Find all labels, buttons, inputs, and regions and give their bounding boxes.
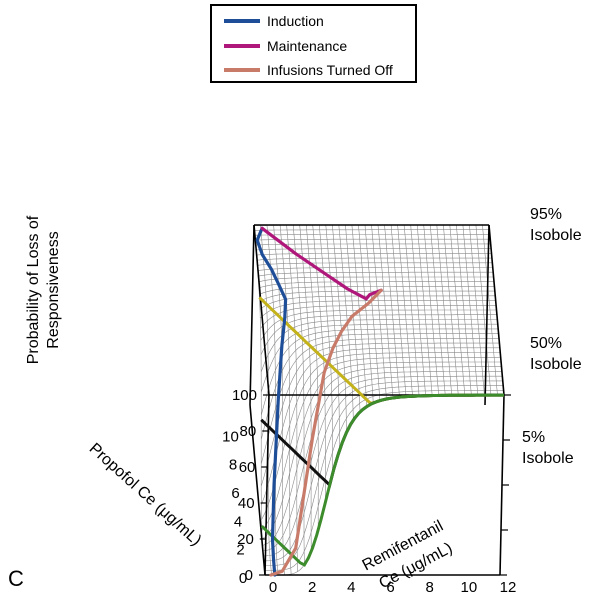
surface-mesh-line <box>257 262 493 266</box>
surface-mesh-line <box>254 229 490 231</box>
z-tick-label: 100 <box>232 387 257 404</box>
isobole-line-50 <box>260 393 504 488</box>
surface-mesh-line <box>358 224 374 404</box>
z-tick-label: 20 <box>237 531 254 548</box>
panel-label: C <box>8 566 24 591</box>
surface-mesh-line <box>256 257 492 261</box>
isobole-lines <box>258 296 504 567</box>
surface-mesh-line <box>256 248 492 251</box>
surface-mesh-line <box>261 356 501 531</box>
legend-label-induction: Induction <box>267 13 324 29</box>
surface-mesh-line <box>319 225 333 474</box>
z-axis-title-line-2: Responsiveness <box>45 231 62 348</box>
surface-mesh-line <box>377 224 394 398</box>
surface-mesh-line <box>260 300 496 319</box>
surface-mesh-line <box>260 333 499 440</box>
surface-mesh-line <box>254 234 490 236</box>
x-tick-label: 4 <box>347 579 355 594</box>
y-tick-label: 2 <box>236 542 244 559</box>
z-tick-label: 80 <box>240 423 257 440</box>
axis-box-edge <box>488 224 505 396</box>
surface-mesh-line <box>260 314 497 355</box>
surface-mesh-line <box>261 347 500 506</box>
y-tick-label: 0 <box>239 570 247 587</box>
x-tick-label: 6 <box>386 579 394 594</box>
surface-mesh-line <box>257 267 493 271</box>
surface-mesh-line <box>258 281 494 289</box>
x-tick-label: 10 <box>460 579 477 594</box>
surface-mesh-line <box>259 295 496 310</box>
legend: Induction Maintenance Infusions Turned O… <box>210 4 417 83</box>
surface-mesh-line <box>263 380 503 562</box>
surface-mesh-line <box>260 309 497 341</box>
surface-mesh-line <box>262 366 502 546</box>
trajectory-infusions-turned-off <box>269 288 383 577</box>
x-tick-label: 2 <box>308 579 316 594</box>
axis-box-edge <box>253 224 270 396</box>
surface-mesh-line <box>259 286 495 295</box>
surface-mesh-line <box>264 390 504 571</box>
trajectories <box>255 226 383 577</box>
surface-mesh-line <box>255 243 491 246</box>
isobole-50-label-line-1: 50% <box>530 335 562 352</box>
z-axis-title-line-1: Probability of Loss of <box>25 215 42 364</box>
x-tick-label: 0 <box>269 579 277 594</box>
y-tick-label: 4 <box>234 513 242 530</box>
surface-mesh-line <box>260 319 498 373</box>
surface-mesh-line <box>260 323 498 393</box>
axis-box-edge <box>249 224 255 406</box>
axis-box-edge <box>249 404 266 576</box>
surface-mesh-line <box>258 276 494 283</box>
legend-label-infusions-off: Infusions Turned Off <box>267 62 393 78</box>
surface-mesh-line <box>390 224 407 397</box>
surface-mesh-line <box>384 224 400 398</box>
y-tick-label: 8 <box>229 457 237 474</box>
isobole-5-label-line-2: Isobole <box>522 450 574 467</box>
z-tick-label: 40 <box>238 495 255 512</box>
z-tick-label: 0 <box>245 567 253 584</box>
surface-mesh-line <box>345 224 361 413</box>
surface-mesh-line <box>262 361 502 540</box>
surface-mesh-line <box>261 352 501 520</box>
isobole-5-label-line-1: 5% <box>522 429 545 446</box>
surface-mesh-line <box>260 305 497 329</box>
isobole-line-5 <box>260 393 504 567</box>
isobole-50-label-line-2: Isobole <box>530 356 582 373</box>
surface-mesh-line <box>403 224 420 396</box>
surface-mesh-line <box>260 342 500 487</box>
surface-mesh-line <box>397 224 413 397</box>
x-tick-label: 12 <box>500 579 517 594</box>
isobole-95-label-line-1: 95% <box>530 206 562 223</box>
z-tick-label: 60 <box>239 459 256 476</box>
surface-mesh-line <box>260 338 499 465</box>
legend-label-maintenance: Maintenance <box>267 38 347 54</box>
isobole-95-label-line-2: Isobole <box>530 227 582 244</box>
y-tick-label: 10 <box>222 428 239 445</box>
x-tick-label: 8 <box>425 579 433 594</box>
y-axis-title: Propofol Ce (μg/mL) <box>86 440 205 549</box>
axis-box-edge <box>484 224 490 406</box>
trajectory-maintenance <box>260 226 383 301</box>
surface-mesh-line <box>255 238 491 241</box>
trajectory-induction <box>255 226 288 577</box>
y-tick-label: 6 <box>231 485 239 502</box>
surface-mesh-line <box>262 371 502 552</box>
surface-mesh-line <box>264 385 504 566</box>
surface-mesh-line <box>258 271 494 277</box>
